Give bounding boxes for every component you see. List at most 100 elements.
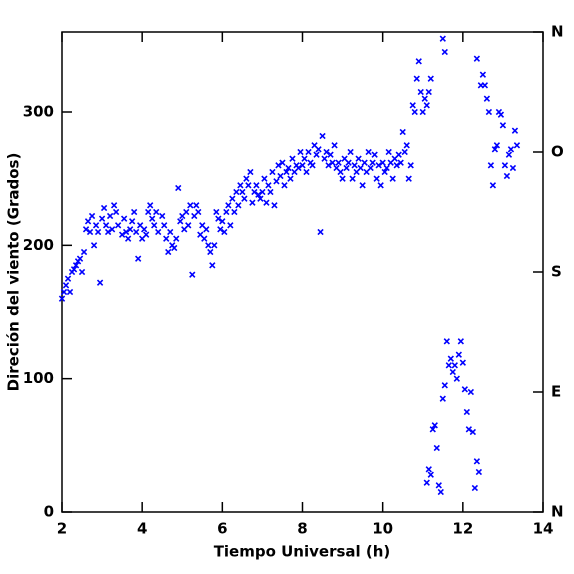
point [269,168,276,176]
point [323,148,330,156]
point [167,228,174,236]
point [151,222,158,229]
point [501,162,509,169]
point [445,362,452,369]
point [389,175,396,182]
point [267,188,274,196]
point [309,162,316,169]
point [447,355,454,362]
point [489,182,497,189]
point [213,208,220,216]
point [281,182,288,189]
point [165,248,172,256]
point [399,128,406,136]
point [279,159,286,166]
plot-frame [61,31,544,513]
point [485,108,493,116]
point [491,146,499,153]
point [509,164,517,172]
point [397,159,404,166]
point [110,202,118,209]
x-axis-label: Tiempo Universal (h) [214,543,391,561]
point [295,164,302,172]
point [313,151,320,158]
point [90,242,98,249]
point [459,359,466,366]
point [461,386,469,393]
point [130,208,138,216]
point [357,164,364,172]
point [427,471,434,478]
point [122,228,130,236]
point [245,182,252,189]
point [503,172,511,180]
y2-tick-label: N [551,503,564,521]
point [511,127,519,134]
point [289,155,296,162]
point [209,262,216,269]
point [471,484,479,492]
point [227,222,234,229]
point [134,255,142,262]
point [58,295,66,302]
point [439,35,446,42]
point [437,488,444,496]
point [317,228,324,236]
point [175,184,182,192]
point [413,75,420,82]
point [237,182,244,189]
point [423,102,430,109]
point [171,244,178,252]
point [235,202,242,209]
point [261,175,268,182]
point [102,222,110,229]
point [153,208,160,216]
point [287,175,294,182]
y2-tick-label: O [551,143,564,161]
point [259,188,266,196]
point [76,255,84,262]
point [239,188,246,196]
point [70,266,78,273]
point [217,226,224,233]
point [463,408,471,416]
point [84,218,92,225]
point [225,202,232,209]
point [441,48,448,56]
point [229,195,236,202]
point [425,88,432,96]
point [159,212,166,220]
point [132,228,140,236]
y-tick-label: 300 [23,103,54,121]
point [367,164,374,172]
point [297,148,304,156]
point [507,146,515,153]
point [339,175,346,182]
point [88,212,96,220]
point [251,188,258,196]
point [189,271,196,278]
point [473,458,481,465]
point [257,195,264,202]
point [347,148,354,156]
point [108,226,116,233]
y2-tick-label: N [551,23,564,41]
point [205,242,212,249]
point [381,168,388,176]
point [441,382,448,389]
point [299,162,306,169]
point [94,228,102,236]
point [211,242,218,249]
point [439,395,446,402]
point [365,148,372,156]
point [145,208,152,216]
point [393,162,400,169]
x-tick-label: 4 [137,520,147,538]
point [321,155,328,162]
point [72,262,80,269]
point [64,275,72,282]
point [475,468,483,476]
point [195,208,202,216]
point [155,228,162,236]
point [427,75,434,82]
